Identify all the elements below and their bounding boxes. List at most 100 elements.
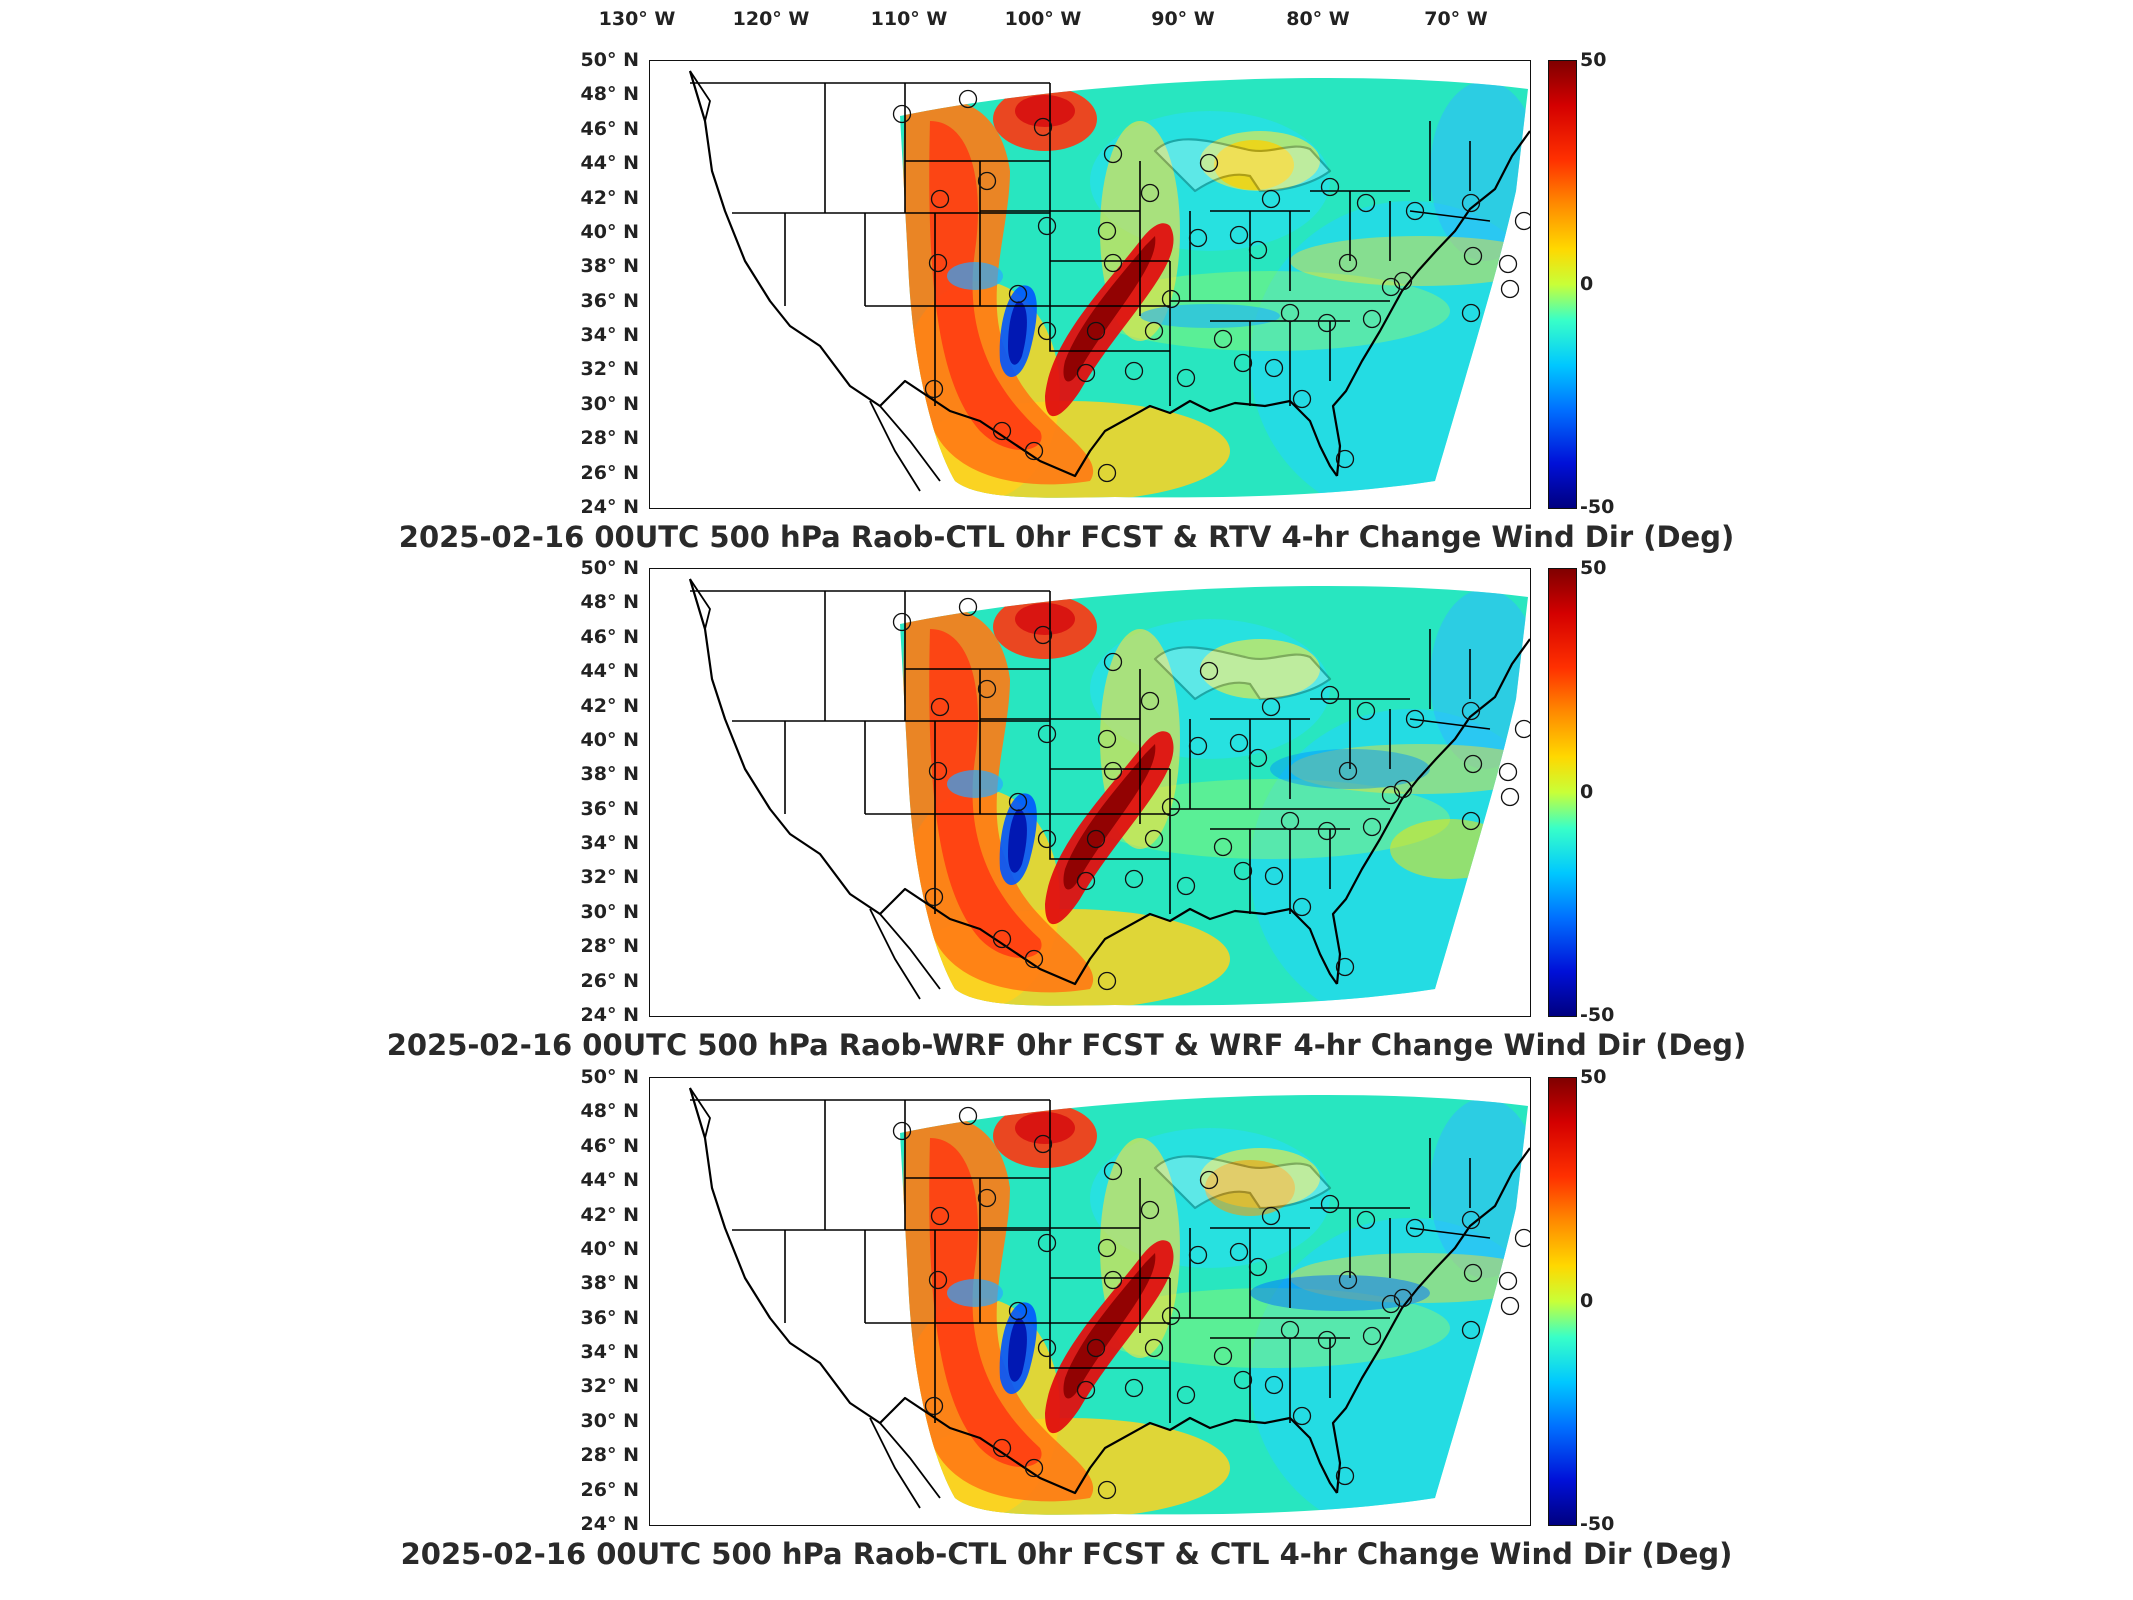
raob-station-marker bbox=[1338, 761, 1358, 781]
longitude-label: 100° W bbox=[1004, 8, 1082, 30]
raob-station-marker bbox=[1320, 685, 1340, 705]
raob-station-marker bbox=[1356, 1210, 1376, 1230]
raob-station-marker bbox=[1500, 1296, 1520, 1316]
raob-station-marker bbox=[977, 171, 997, 191]
raob-station-marker bbox=[1161, 289, 1181, 309]
wind-direction-map bbox=[649, 568, 1531, 1017]
raob-station-marker bbox=[1086, 829, 1106, 849]
latitude-label: 34° N bbox=[580, 832, 639, 855]
raob-station-marker bbox=[1317, 313, 1337, 333]
colorbar bbox=[1548, 568, 1577, 1017]
raob-station-marker bbox=[1514, 211, 1530, 231]
raob-station-marker bbox=[1144, 829, 1164, 849]
raob-station-marker bbox=[1097, 463, 1117, 483]
latitude-label: 30° N bbox=[580, 900, 639, 923]
raob-station-marker bbox=[992, 421, 1012, 441]
panel-title: 2025-02-16 00UTC 500 hPa Raob-CTL 0hr FC… bbox=[398, 520, 1735, 554]
latitude-label: 28° N bbox=[580, 935, 639, 958]
raob-station-marker bbox=[1292, 897, 1312, 917]
raob-station-marker bbox=[1033, 117, 1053, 137]
raob-station-marker bbox=[958, 597, 978, 617]
raob-station-marker bbox=[1024, 441, 1044, 461]
raob-station-marker bbox=[1280, 1320, 1300, 1340]
raob-station-marker bbox=[1199, 1170, 1219, 1190]
raob-station-marker bbox=[1229, 1242, 1249, 1262]
raob-station-marker bbox=[1097, 971, 1117, 991]
raob-station-marker bbox=[1264, 1375, 1284, 1395]
latitude-label: 28° N bbox=[580, 1444, 639, 1467]
colorbar-tick-max: 50 bbox=[1580, 1066, 1607, 1088]
raob-station-marker bbox=[1498, 1271, 1518, 1291]
raob-station-marker bbox=[1338, 253, 1358, 273]
latitude-label: 42° N bbox=[580, 694, 639, 717]
latitude-label: 30° N bbox=[580, 392, 639, 415]
raob-station-marker bbox=[1393, 271, 1413, 291]
raob-station-marker bbox=[1229, 733, 1249, 753]
raob-station-marker bbox=[1248, 240, 1268, 260]
raob-station-marker bbox=[1461, 303, 1481, 323]
raob-station-marker bbox=[1176, 368, 1196, 388]
raob-station-marker bbox=[1199, 661, 1219, 681]
raob-station-marker bbox=[992, 929, 1012, 949]
raob-station-marker bbox=[1264, 358, 1284, 378]
raob-station-marker bbox=[1213, 1346, 1233, 1366]
raob-station-marker bbox=[928, 761, 948, 781]
latitude-label: 26° N bbox=[580, 969, 639, 992]
raob-station-marker bbox=[1393, 779, 1413, 799]
latitude-label: 40° N bbox=[580, 1237, 639, 1260]
raob-station-marker bbox=[1381, 785, 1401, 805]
raob-station-marker bbox=[1317, 821, 1337, 841]
colorbar-tick-min: -50 bbox=[1580, 1513, 1615, 1535]
longitude-label: 90° W bbox=[1151, 8, 1215, 30]
raob-station-marker bbox=[1463, 754, 1483, 774]
raob-station-marker bbox=[1140, 691, 1160, 711]
latitude-label: 44° N bbox=[580, 1169, 639, 1192]
raob-station-marker bbox=[1356, 701, 1376, 721]
raob-station-marker bbox=[1103, 652, 1123, 672]
latitude-label: 44° N bbox=[580, 660, 639, 683]
raob-station-marker bbox=[1037, 829, 1057, 849]
raob-station-marker bbox=[1362, 817, 1382, 837]
raob-station-marker bbox=[1188, 736, 1208, 756]
raob-station-marker bbox=[930, 697, 950, 717]
raob-station-marker bbox=[1280, 303, 1300, 323]
latitude-label: 24° N bbox=[580, 496, 639, 518]
raob-station-marker bbox=[1086, 1338, 1106, 1358]
raob-station-marker bbox=[1498, 254, 1518, 274]
raob-station-marker bbox=[1463, 246, 1483, 266]
raob-station-marker bbox=[1161, 797, 1181, 817]
raob-station-marker bbox=[1103, 253, 1123, 273]
raob-station-marker bbox=[1033, 625, 1053, 645]
raob-station-marker bbox=[1461, 1210, 1481, 1230]
raob-station-marker bbox=[1248, 748, 1268, 768]
latitude-label: 36° N bbox=[580, 289, 639, 312]
latitude-label: 34° N bbox=[580, 324, 639, 347]
raob-station-marker bbox=[1335, 957, 1355, 977]
panel-title: 2025-02-16 00UTC 500 hPa Raob-CTL 0hr FC… bbox=[400, 1537, 1733, 1571]
raob-station-marker bbox=[1362, 1326, 1382, 1346]
colorbar-tick-min: -50 bbox=[1580, 1004, 1615, 1026]
raob-station-marker bbox=[930, 189, 950, 209]
raob-station-marker bbox=[1405, 201, 1425, 221]
latitude-label: 48° N bbox=[580, 591, 639, 614]
raob-station-marker bbox=[1124, 869, 1144, 889]
longitude-label: 80° W bbox=[1286, 8, 1350, 30]
raob-station-marker bbox=[1280, 811, 1300, 831]
colorbar bbox=[1548, 1077, 1577, 1526]
longitude-label: 70° W bbox=[1424, 8, 1488, 30]
raob-station-marker bbox=[1362, 309, 1382, 329]
raob-station-marker bbox=[1514, 719, 1530, 739]
raob-station-marker bbox=[1097, 1238, 1117, 1258]
raob-station-marker bbox=[1514, 1228, 1530, 1248]
raob-station-marker bbox=[1292, 389, 1312, 409]
colorbar bbox=[1548, 60, 1577, 509]
latitude-label: 40° N bbox=[580, 220, 639, 243]
wind-direction-map bbox=[649, 60, 1531, 509]
longitude-label: 110° W bbox=[870, 8, 948, 30]
latitude-label: 38° N bbox=[580, 763, 639, 786]
raob-station-marker bbox=[1320, 177, 1340, 197]
latitude-label: 50° N bbox=[580, 557, 639, 579]
latitude-label: 48° N bbox=[580, 83, 639, 106]
raob-station-marker bbox=[1317, 1330, 1337, 1350]
raob-station-marker bbox=[1024, 949, 1044, 969]
